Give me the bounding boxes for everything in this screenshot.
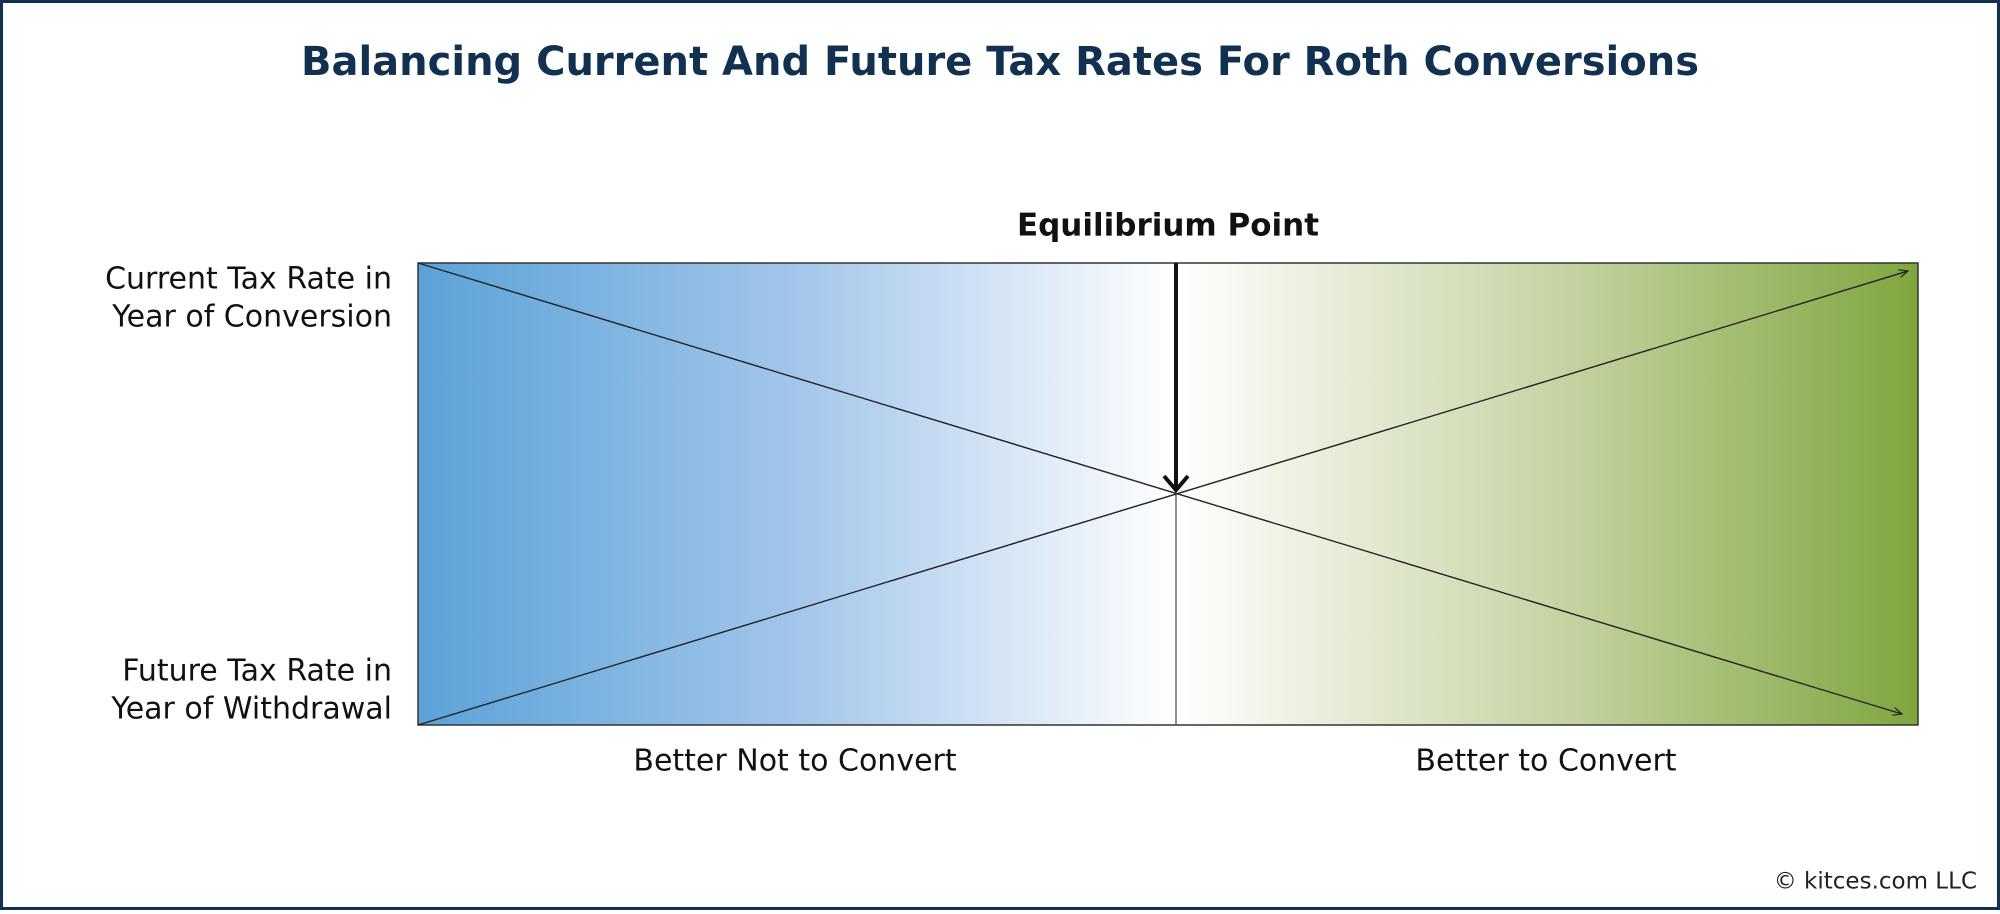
blue-region [418, 263, 1176, 725]
left-label: Current Tax Rate in [105, 262, 392, 297]
rising-line [417, 271, 1908, 726]
bottom-label: Better Not to Convert [633, 744, 956, 779]
box [417, 262, 1919, 726]
credit: © kitces.com LLC [1774, 869, 1977, 895]
bottom-label: Better to Convert [1415, 744, 1676, 779]
declining-line [417, 262, 1902, 714]
left-label: Year of Conversion [111, 300, 392, 335]
left-label: Year of Withdrawal [110, 692, 392, 727]
equilibrium-arrowhead [1162, 474, 1190, 494]
title: Balancing Current And Future Tax Rates F… [301, 39, 1699, 85]
equilibrium-label: Equilibrium Point [1017, 208, 1319, 244]
left-label: Future Tax Rate in [122, 654, 392, 689]
green-region [1176, 263, 1918, 725]
